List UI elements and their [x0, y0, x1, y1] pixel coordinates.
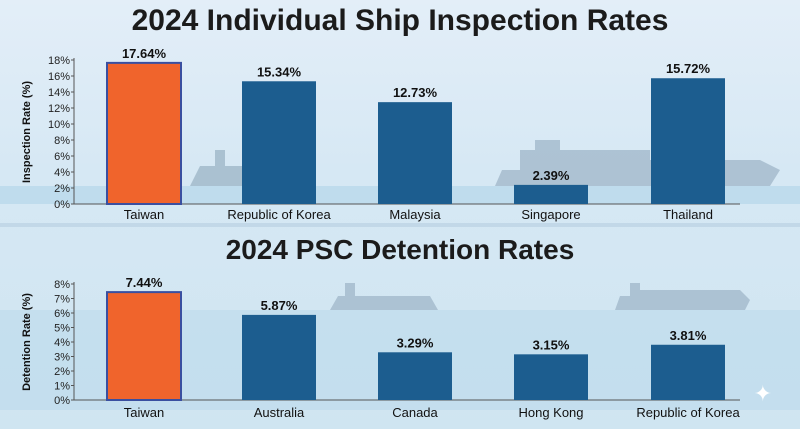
category-label: Thailand [663, 207, 713, 222]
bar [242, 81, 316, 204]
inspection-rate-panel: Inspection Rate (%) 0% 2% 4% 6% 8% 10% 12% 14% 16… [0, 4, 800, 222]
bars: 17.64% Taiwan 15.34% Republic of Korea 12.73… [106, 46, 725, 222]
y-tick-label: 16% [48, 71, 70, 83]
category-label: Republic of Korea [227, 207, 331, 222]
y-tick-label: 8% [54, 279, 70, 291]
chart-title: 2024 Individual Ship Inspection Rates [131, 4, 669, 37]
y-tick-label: 0% [54, 199, 70, 211]
value-label: 2.39% [533, 168, 570, 183]
y-tick-label: 14% [48, 87, 70, 99]
y-tick-label: 1% [54, 381, 70, 393]
bar [106, 291, 182, 401]
value-label: 17.64% [122, 46, 167, 61]
sparkle-icon: ✦ [753, 381, 772, 406]
y-tick-label: 18% [48, 55, 70, 67]
category-label: Taiwan [124, 405, 164, 420]
y-tick-label: 6% [54, 308, 70, 320]
y-tick-label: 2% [54, 366, 70, 378]
bar [514, 354, 588, 400]
bar [378, 352, 452, 400]
category-label: Taiwan [124, 207, 164, 222]
ship-silhouette [190, 150, 258, 186]
value-label: 15.72% [666, 61, 711, 76]
bar [651, 344, 725, 400]
bar [106, 61, 182, 205]
y-tick-label: 6% [54, 151, 70, 163]
category-label: Australia [254, 405, 305, 420]
bar [651, 78, 725, 204]
y-tick-label: 8% [54, 135, 70, 147]
bars: 7.44% Taiwan 5.87% Australia 3.29% Canada 3.15… [106, 275, 740, 420]
value-label: 3.15% [533, 337, 570, 352]
y-tick-label: 2% [54, 183, 70, 195]
chart-title: 2024 PSC Detention Rates [225, 234, 575, 265]
panel-divider [0, 223, 800, 227]
y-tick-label: 0% [54, 395, 70, 407]
value-label: 3.29% [397, 335, 434, 350]
y-tick-label: 12% [48, 103, 70, 115]
category-label: Hong Kong [518, 405, 583, 420]
ship-silhouette [330, 283, 438, 310]
bar [514, 184, 588, 204]
bar [378, 102, 452, 204]
y-tick-label: 10% [48, 119, 70, 131]
category-label: Malaysia [389, 207, 441, 222]
category-label: Republic of Korea [636, 405, 740, 420]
bar [242, 314, 316, 400]
value-label: 5.87% [261, 298, 298, 313]
value-label: 7.44% [126, 275, 163, 290]
category-label: Canada [392, 405, 438, 420]
y-axis: Inspection Rate (%) 0% 2% 4% 6% 8% 10% 12% 14% 16… [21, 55, 740, 211]
y-tick-label: 4% [54, 337, 70, 349]
y-tick-label: 4% [54, 167, 70, 179]
category-label: Singapore [521, 207, 580, 222]
y-axis: Detention Rate (%) 0% 1% 2% 3% 4% 5% 6% 7% 8% [21, 279, 740, 407]
value-label: 3.81% [670, 328, 707, 343]
y-tick-label: 5% [54, 323, 70, 335]
y-axis-label: Inspection Rate (%) [21, 81, 33, 183]
ship-silhouette [615, 283, 750, 310]
inspection-rate-chart: Inspection Rate (%) 0% 2% 4% 6% 8% 10% 12% 14% 16… [0, 46, 800, 222]
y-axis-label: Detention Rate (%) [21, 293, 33, 391]
detention-rate-chart: Detention Rate (%) 0% 1% 2% 3% 4% 5% 6% 7% 8% 7.4… [0, 275, 800, 420]
value-label: 15.34% [257, 64, 302, 79]
detention-rate-panel: Detention Rate (%) 0% 1% 2% 3% 4% 5% 6% 7% 8% 7.4… [0, 228, 800, 429]
y-tick-label: 3% [54, 352, 70, 364]
value-label: 12.73% [393, 85, 438, 100]
y-tick-label: 7% [54, 294, 70, 306]
